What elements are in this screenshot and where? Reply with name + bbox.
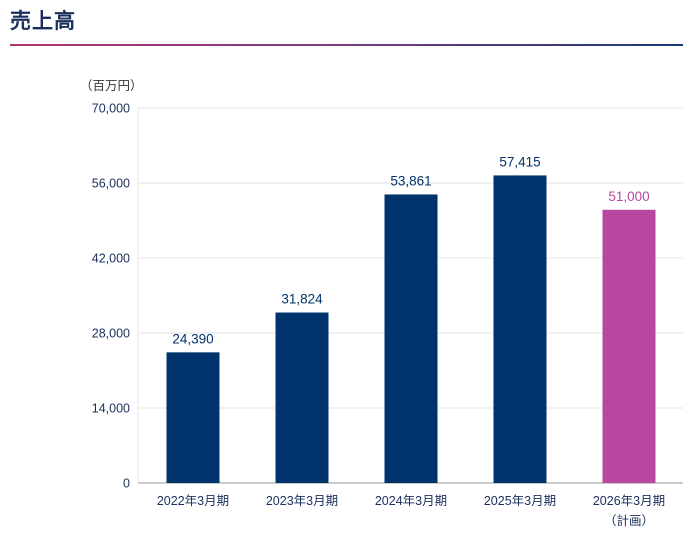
y-tick-label: 14,000	[92, 402, 130, 416]
data-label: 57,415	[499, 154, 540, 169]
bar	[602, 209, 656, 484]
x-tick-labels: 2022年3月期 2023年3月期 2024年3月期 2025年3月期 2026年3月期…	[157, 494, 665, 528]
bar	[275, 312, 329, 483]
y-tick-label: 28,000	[92, 327, 130, 341]
bars	[166, 175, 656, 484]
bar	[493, 175, 547, 483]
data-label: 51,000	[608, 189, 649, 204]
y-tick-labels: 0 14,000 28,000 42,000 56,000 70,000	[92, 102, 130, 491]
bar	[166, 352, 220, 483]
y-tick-label: 56,000	[92, 177, 130, 191]
x-tick-note: （計画）	[604, 513, 654, 528]
x-tick-label: 2023年3月期	[266, 494, 338, 508]
page-title: 売上高	[10, 10, 76, 33]
data-label: 24,390	[172, 331, 213, 346]
unit-label: （百万円）	[80, 79, 143, 93]
y-tick-label: 42,000	[92, 252, 130, 266]
x-tick-label: 2025年3月期	[484, 494, 556, 508]
y-tick-label: 0	[123, 477, 130, 491]
bar	[384, 194, 438, 483]
title-divider	[10, 44, 683, 46]
data-labels: 24,390 31,824 53,861 57,415 51,000	[172, 154, 649, 346]
x-tick-label: 2022年3月期	[157, 494, 229, 508]
data-label: 53,861	[390, 173, 431, 188]
x-tick-label: 2026年3月期	[593, 494, 665, 508]
x-tick-label: 2024年3月期	[375, 494, 447, 508]
y-tick-label: 70,000	[92, 102, 130, 116]
data-label: 31,824	[281, 292, 323, 307]
